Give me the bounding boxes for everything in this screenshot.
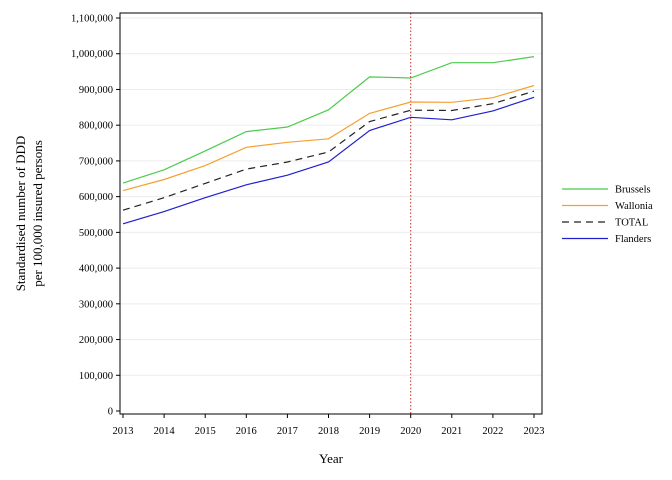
x-tick-label: 2013 (113, 426, 134, 437)
y-tick-label: 100,000 (79, 371, 113, 382)
y-tick-label: 0 (108, 407, 113, 418)
x-axis-ticks: 2013 2014 2015 2016 2017 2018 2019 2020 2021 2022… (113, 414, 545, 437)
y-axis-title-line-1: Standardised number of DDD (13, 136, 28, 292)
x-tick-label: 2019 (359, 426, 380, 437)
x-tick-label: 2021 (441, 426, 462, 437)
series-line-total (122, 90, 535, 211)
y-tick-label: 300,000 (79, 299, 113, 310)
x-tick-label: 2016 (236, 426, 257, 437)
y-tick-label: 500,000 (79, 228, 113, 239)
x-tick-label: 2020 (400, 426, 421, 437)
x-tick-label: 2014 (154, 426, 176, 437)
y-tick-label: 800,000 (79, 121, 113, 132)
x-tick-label: 2018 (318, 426, 339, 437)
x-tick-label: 2022 (482, 426, 503, 437)
y-tick-label: 200,000 (79, 335, 113, 346)
y-axis-title: Standardised number of DDD per 100,000 i… (13, 136, 45, 292)
y-tick-label: 600,000 (79, 192, 113, 203)
legend-label-total: TOTAL (615, 218, 648, 229)
y-tick-label: 1,000,000 (71, 49, 113, 60)
legend: Brussels Wallonia TOTAL Flanders (562, 185, 653, 245)
x-axis-title: Year (319, 451, 344, 466)
y-tick-label: 400,000 (79, 264, 113, 275)
legend-label-flanders: Flanders (615, 234, 651, 245)
plot-area-frame (119, 12, 543, 415)
x-tick-label: 2015 (195, 426, 216, 437)
legend-label-brussels: Brussels (615, 185, 651, 196)
x-tick-label: 2023 (524, 426, 545, 437)
series-line-wallonia (122, 84, 535, 192)
series-lines (122, 56, 535, 225)
y-axis-title-line-2: per 100,000 insured persons (30, 140, 45, 287)
y-tick-label: 900,000 (79, 85, 113, 96)
x-tick-label: 2017 (277, 426, 298, 437)
grid-lines (120, 17, 542, 376)
series-line-flanders (122, 96, 535, 225)
y-axis-ticks: 0 100,000 200,000 300,000 400,000 500,000 600,… (71, 14, 120, 418)
y-tick-label: 700,000 (79, 156, 113, 167)
y-tick-label: 1,100,000 (71, 14, 113, 25)
series-line-brussels (122, 56, 535, 184)
legend-label-wallonia: Wallonia (615, 201, 653, 212)
